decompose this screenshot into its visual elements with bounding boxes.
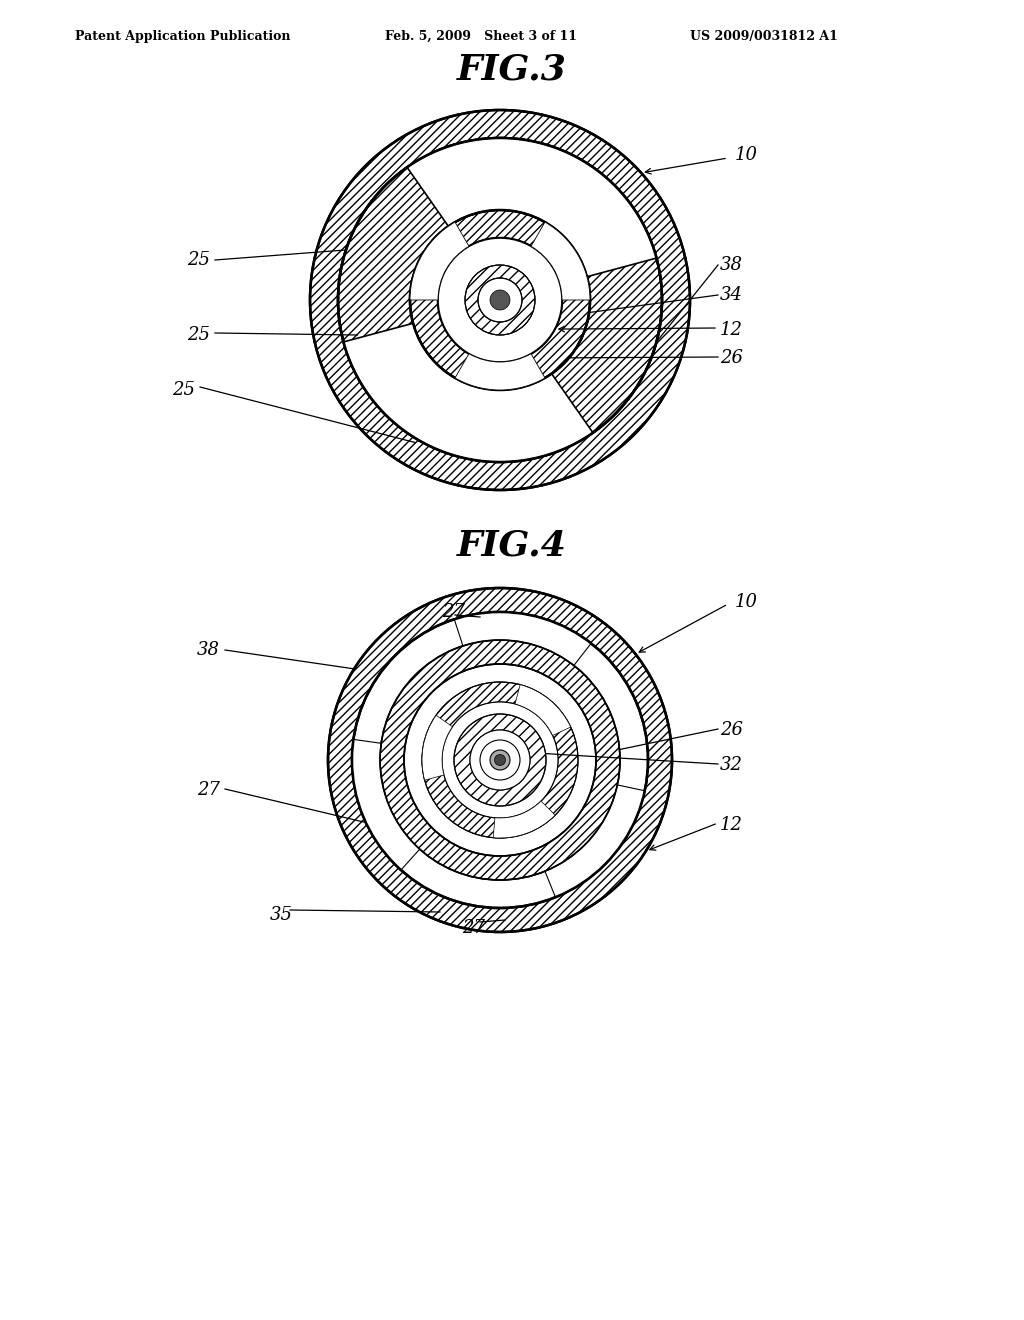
Wedge shape [494, 801, 555, 838]
Text: FIG.4: FIG.4 [457, 528, 567, 562]
Text: 25: 25 [172, 381, 195, 399]
Circle shape [490, 750, 510, 770]
Text: 26: 26 [720, 348, 743, 367]
Text: 10: 10 [735, 147, 758, 164]
Circle shape [470, 730, 529, 789]
Circle shape [438, 238, 562, 362]
Text: 12: 12 [720, 816, 743, 834]
Text: 12: 12 [720, 321, 743, 339]
Text: 38: 38 [197, 642, 220, 659]
Text: 27: 27 [442, 603, 465, 620]
Text: 38: 38 [720, 256, 743, 275]
Text: 26: 26 [720, 721, 743, 739]
Circle shape [338, 139, 662, 462]
Circle shape [495, 755, 506, 766]
Wedge shape [422, 715, 453, 780]
Text: Feb. 5, 2009   Sheet 3 of 11: Feb. 5, 2009 Sheet 3 of 11 [385, 30, 577, 44]
Text: 25: 25 [187, 251, 210, 269]
Wedge shape [343, 323, 593, 462]
Wedge shape [455, 612, 591, 665]
Wedge shape [408, 139, 656, 277]
Circle shape [352, 612, 648, 908]
Wedge shape [352, 739, 420, 870]
Text: 27: 27 [462, 919, 485, 937]
Text: FIG.3: FIG.3 [457, 53, 567, 87]
Wedge shape [455, 354, 545, 389]
Circle shape [442, 702, 558, 818]
Wedge shape [410, 222, 469, 300]
Wedge shape [531, 222, 590, 300]
Circle shape [438, 238, 562, 362]
Text: 10: 10 [735, 593, 758, 611]
Text: 27: 27 [197, 781, 220, 799]
Circle shape [490, 290, 510, 310]
Text: US 2009/0031812 A1: US 2009/0031812 A1 [690, 30, 838, 44]
Wedge shape [545, 785, 645, 898]
Text: 35: 35 [270, 906, 293, 924]
Text: 34: 34 [720, 286, 743, 304]
Text: 25: 25 [187, 326, 210, 345]
Text: Patent Application Publication: Patent Application Publication [75, 30, 291, 44]
Circle shape [404, 664, 596, 855]
Wedge shape [515, 685, 570, 735]
Text: 32: 32 [720, 756, 743, 774]
